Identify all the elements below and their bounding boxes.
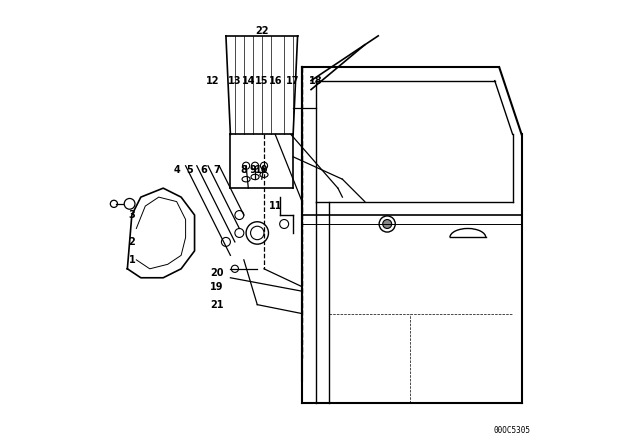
Text: 11: 11: [268, 201, 282, 211]
Text: 2: 2: [129, 237, 135, 247]
Text: 22: 22: [255, 26, 269, 36]
Text: 21: 21: [210, 300, 224, 310]
Text: 00OC5305: 00OC5305: [493, 426, 531, 435]
Text: 17: 17: [286, 76, 300, 86]
Text: 10: 10: [255, 165, 269, 175]
Text: 7: 7: [214, 165, 220, 175]
Text: 4: 4: [173, 165, 180, 175]
Text: 13: 13: [228, 76, 242, 86]
Text: 5: 5: [187, 165, 193, 175]
Text: 19: 19: [210, 282, 224, 292]
Text: 15: 15: [255, 76, 269, 86]
Text: 14: 14: [241, 76, 255, 86]
Circle shape: [383, 220, 392, 228]
Text: 8: 8: [241, 165, 247, 175]
Text: 6: 6: [200, 165, 207, 175]
Text: 20: 20: [210, 268, 224, 278]
Text: 3: 3: [129, 210, 135, 220]
Text: 18: 18: [308, 76, 323, 86]
Text: 1: 1: [129, 255, 135, 265]
Text: 12: 12: [205, 76, 220, 86]
Text: 9: 9: [250, 165, 256, 175]
Text: 16: 16: [268, 76, 282, 86]
